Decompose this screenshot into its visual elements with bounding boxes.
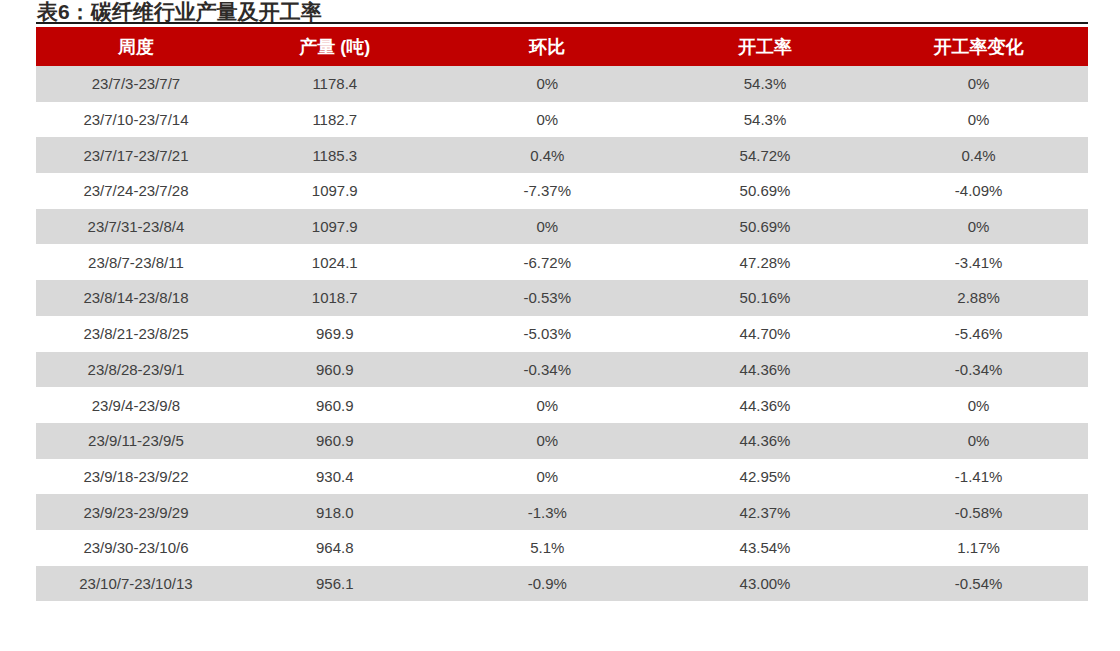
table-cell: 47.28% — [661, 244, 869, 280]
column-header-1: 产量 (吨) — [236, 27, 434, 66]
table-cell: -5.03% — [434, 316, 661, 352]
table-cell: 1097.9 — [236, 209, 434, 245]
table-title: 表6：碳纤维行业产量及开工率 — [36, 0, 1088, 24]
table-cell: 44.36% — [661, 423, 869, 459]
table-row: 23/7/17-23/7/211185.30.4%54.72%0.4% — [36, 137, 1088, 173]
table-cell: 54.3% — [661, 102, 869, 138]
table-cell: 1185.3 — [236, 137, 434, 173]
table-row: 23/8/14-23/8/181018.7-0.53%50.16%2.88% — [36, 280, 1088, 316]
table-cell: 0% — [869, 387, 1088, 423]
table-cell: 23/8/7-23/8/11 — [36, 244, 236, 280]
table-cell: 23/7/24-23/7/28 — [36, 173, 236, 209]
table-cell: 1018.7 — [236, 280, 434, 316]
table-cell: 23/7/3-23/7/7 — [36, 66, 236, 102]
column-header-3: 开工率 — [661, 27, 869, 66]
table-cell: -4.09% — [869, 173, 1088, 209]
table-cell: 0% — [434, 102, 661, 138]
table-cell: 0% — [869, 102, 1088, 138]
table-row: 23/9/30-23/10/6964.85.1%43.54%1.17% — [36, 530, 1088, 566]
table-cell: 960.9 — [236, 423, 434, 459]
table-row: 23/8/21-23/8/25969.9-5.03%44.70%-5.46% — [36, 316, 1088, 352]
table-cell: 23/7/10-23/7/14 — [36, 102, 236, 138]
table-cell: 0% — [869, 209, 1088, 245]
table-cell: 23/10/7-23/10/13 — [36, 566, 236, 602]
table-cell: 918.0 — [236, 494, 434, 530]
table-cell: 42.95% — [661, 459, 869, 495]
column-header-0: 周度 — [36, 27, 236, 66]
header-row: 周度产量 (吨)环比开工率开工率变化 — [36, 27, 1088, 66]
table-cell: 0% — [869, 423, 1088, 459]
table-cell: 956.1 — [236, 566, 434, 602]
table-cell: 23/7/17-23/7/21 — [36, 137, 236, 173]
table-cell: -1.41% — [869, 459, 1088, 495]
table-cell: 23/8/14-23/8/18 — [36, 280, 236, 316]
table-cell: 44.70% — [661, 316, 869, 352]
table-cell: 969.9 — [236, 316, 434, 352]
table-row: 23/9/18-23/9/22930.40%42.95%-1.41% — [36, 459, 1088, 495]
table-cell: 50.69% — [661, 173, 869, 209]
table-cell: -0.34% — [869, 352, 1088, 388]
table-cell: 0% — [434, 209, 661, 245]
table-cell: 960.9 — [236, 387, 434, 423]
table-cell: -1.3% — [434, 494, 661, 530]
table-cell: 1024.1 — [236, 244, 434, 280]
table-row: 23/7/24-23/7/281097.9-7.37%50.69%-4.09% — [36, 173, 1088, 209]
table-row: 23/9/11-23/9/5960.90%44.36%0% — [36, 423, 1088, 459]
table-cell: 0% — [869, 66, 1088, 102]
table-cell: -0.58% — [869, 494, 1088, 530]
table-cell: 54.72% — [661, 137, 869, 173]
table-cell: -0.34% — [434, 352, 661, 388]
table-cell: 960.9 — [236, 352, 434, 388]
table-row: 23/7/10-23/7/141182.70%54.3%0% — [36, 102, 1088, 138]
table-cell: 43.00% — [661, 566, 869, 602]
table-row: 23/7/31-23/8/41097.90%50.69%0% — [36, 209, 1088, 245]
table-cell: 1182.7 — [236, 102, 434, 138]
table-cell: 23/8/21-23/8/25 — [36, 316, 236, 352]
table-cell: 42.37% — [661, 494, 869, 530]
table-cell: 43.54% — [661, 530, 869, 566]
table-cell: 0% — [434, 459, 661, 495]
table-cell: -7.37% — [434, 173, 661, 209]
table-cell: 23/9/11-23/9/5 — [36, 423, 236, 459]
table-cell: 0.4% — [434, 137, 661, 173]
table-row: 23/9/23-23/9/29918.0-1.3%42.37%-0.58% — [36, 494, 1088, 530]
table-cell: 0% — [434, 387, 661, 423]
table-cell: -5.46% — [869, 316, 1088, 352]
table-cell: 2.88% — [869, 280, 1088, 316]
table-cell: -0.9% — [434, 566, 661, 602]
table-cell: 44.36% — [661, 352, 869, 388]
table-cell: -3.41% — [869, 244, 1088, 280]
table-cell: 23/9/23-23/9/29 — [36, 494, 236, 530]
table-cell: 1.17% — [869, 530, 1088, 566]
table-cell: 964.8 — [236, 530, 434, 566]
table-cell: -0.53% — [434, 280, 661, 316]
column-header-4: 开工率变化 — [869, 27, 1088, 66]
column-header-2: 环比 — [434, 27, 661, 66]
table-cell: 44.36% — [661, 387, 869, 423]
table-cell: 0.4% — [869, 137, 1088, 173]
table-cell: 0% — [434, 423, 661, 459]
table-row: 23/8/28-23/9/1960.9-0.34%44.36%-0.34% — [36, 352, 1088, 388]
table-cell: 23/7/31-23/8/4 — [36, 209, 236, 245]
table-cell: 23/9/30-23/10/6 — [36, 530, 236, 566]
table-cell: -6.72% — [434, 244, 661, 280]
table-cell: 5.1% — [434, 530, 661, 566]
table-cell: 54.3% — [661, 66, 869, 102]
table-cell: 23/9/18-23/9/22 — [36, 459, 236, 495]
table-cell: 930.4 — [236, 459, 434, 495]
table-cell: 1178.4 — [236, 66, 434, 102]
data-table: 周度产量 (吨)环比开工率开工率变化 23/7/3-23/7/71178.40%… — [36, 27, 1088, 601]
table-cell: 50.69% — [661, 209, 869, 245]
table-row: 23/9/4-23/9/8960.90%44.36%0% — [36, 387, 1088, 423]
table-cell: 23/9/4-23/9/8 — [36, 387, 236, 423]
table-cell: 50.16% — [661, 280, 869, 316]
table-cell: 23/8/28-23/9/1 — [36, 352, 236, 388]
table-cell: 0% — [434, 66, 661, 102]
table-row: 23/10/7-23/10/13956.1-0.9%43.00%-0.54% — [36, 566, 1088, 602]
table-row: 23/8/7-23/8/111024.1-6.72%47.28%-3.41% — [36, 244, 1088, 280]
table-row: 23/7/3-23/7/71178.40%54.3%0% — [36, 66, 1088, 102]
table-block: 表6：碳纤维行业产量及开工率 周度产量 (吨)环比开工率开工率变化 23/7/3… — [36, 0, 1088, 601]
table-cell: -0.54% — [869, 566, 1088, 602]
table-cell: 1097.9 — [236, 173, 434, 209]
